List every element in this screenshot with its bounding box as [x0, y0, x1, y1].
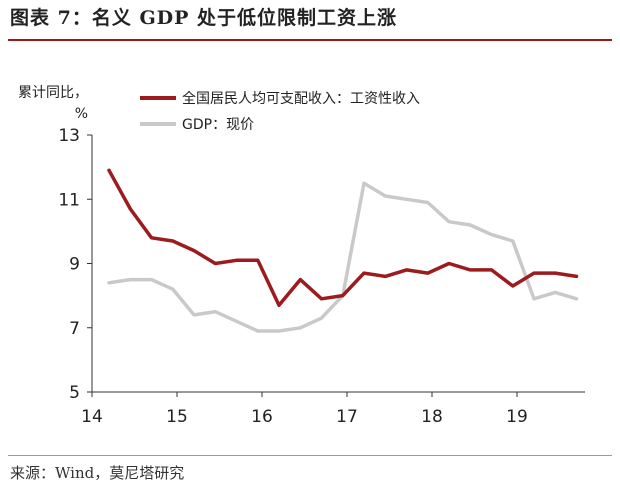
y-axis-label: 累计同比，	[18, 85, 88, 101]
y-tick-label: 9	[69, 255, 80, 275]
series-line-2	[107, 181, 579, 333]
source-divider	[8, 455, 612, 456]
chart-title: 图表 7：名义 GDP 处于低位限制工资上涨	[10, 7, 398, 29]
y-tick-label: 5	[69, 383, 80, 403]
x-tick-label: 18	[421, 407, 443, 427]
series-line-1	[107, 168, 579, 308]
x-tick-label: 14	[81, 407, 103, 427]
title-divider	[8, 39, 612, 41]
x-tick-label: 15	[166, 407, 188, 427]
line-chart: 5 7 9 11 13 14 15 16 17 18 19 全国居民人均可支配收入：工资性收入 GDP…	[18, 85, 585, 427]
chart-axes: 5 7 9 11 13 14 15 16 17 18 19	[58, 126, 585, 427]
x-tick-label: 16	[251, 407, 273, 427]
x-tick-label: 17	[336, 407, 358, 427]
y-tick-label: 7	[69, 319, 80, 339]
y-tick-label: 13	[58, 126, 80, 146]
legend-label-1: 全国居民人均可支配收入：工资性收入	[182, 90, 420, 107]
legend-label-2: GDP：现价	[182, 117, 254, 133]
source-note: 来源：Wind，莫尼塔研究	[10, 464, 185, 482]
chart-legend: 全国居民人均可支配收入：工资性收入 GDP：现价	[140, 90, 420, 133]
chart-series	[107, 168, 579, 333]
x-tick-label: 19	[506, 407, 528, 427]
y-axis-unit: %	[75, 106, 88, 122]
y-tick-label: 11	[58, 190, 80, 210]
